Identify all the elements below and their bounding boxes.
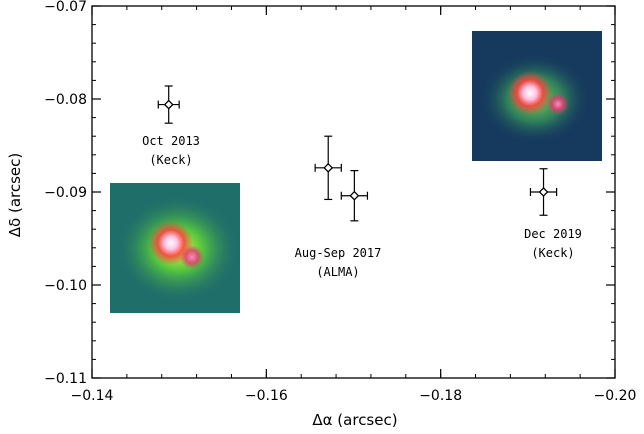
data-point [340,170,369,222]
y-tick-label: −0.10 [44,278,87,294]
x-axis-title: Δα (arcsec) [312,411,397,429]
x-tick-label: −0.14 [71,388,114,404]
annotation-oct-2013: Oct 2013 [142,134,200,148]
y-tick-label: −0.07 [44,0,87,15]
axis-ticks: −0.14 −0.16 −0.18 −0.20 −0.11 −0.10 −0.09 −0.08… [44,0,636,404]
annotation-dec-2019-source: (Keck) [531,246,574,260]
y-tick-label: −0.08 [44,92,87,108]
data-point [529,168,558,216]
diamond-marker [349,190,360,201]
x-tick-label: −0.20 [594,388,637,404]
data-point [314,135,342,201]
y-tick-label: −0.09 [44,185,87,201]
x-tick-label: −0.18 [419,388,462,404]
y-axis-title: Δδ (arcsec) [6,153,24,237]
data-point [157,85,180,124]
annotation-dec-2019: Dec 2019 [524,227,582,241]
annotation-oct-2013-source: (Keck) [149,153,192,167]
keck-2013-image [110,183,240,313]
diamond-marker [538,187,549,197]
y-tick-label: −0.11 [44,371,87,387]
diamond-marker [163,99,174,110]
keck-2019-image [472,31,602,161]
annotation-aug-sep-2017: Aug-Sep 2017 [295,246,382,260]
annotation-aug-sep-2017-source: (ALMA) [316,265,359,279]
diamond-marker [323,162,334,173]
data-points [157,85,558,222]
x-tick-label: −0.16 [245,388,288,404]
